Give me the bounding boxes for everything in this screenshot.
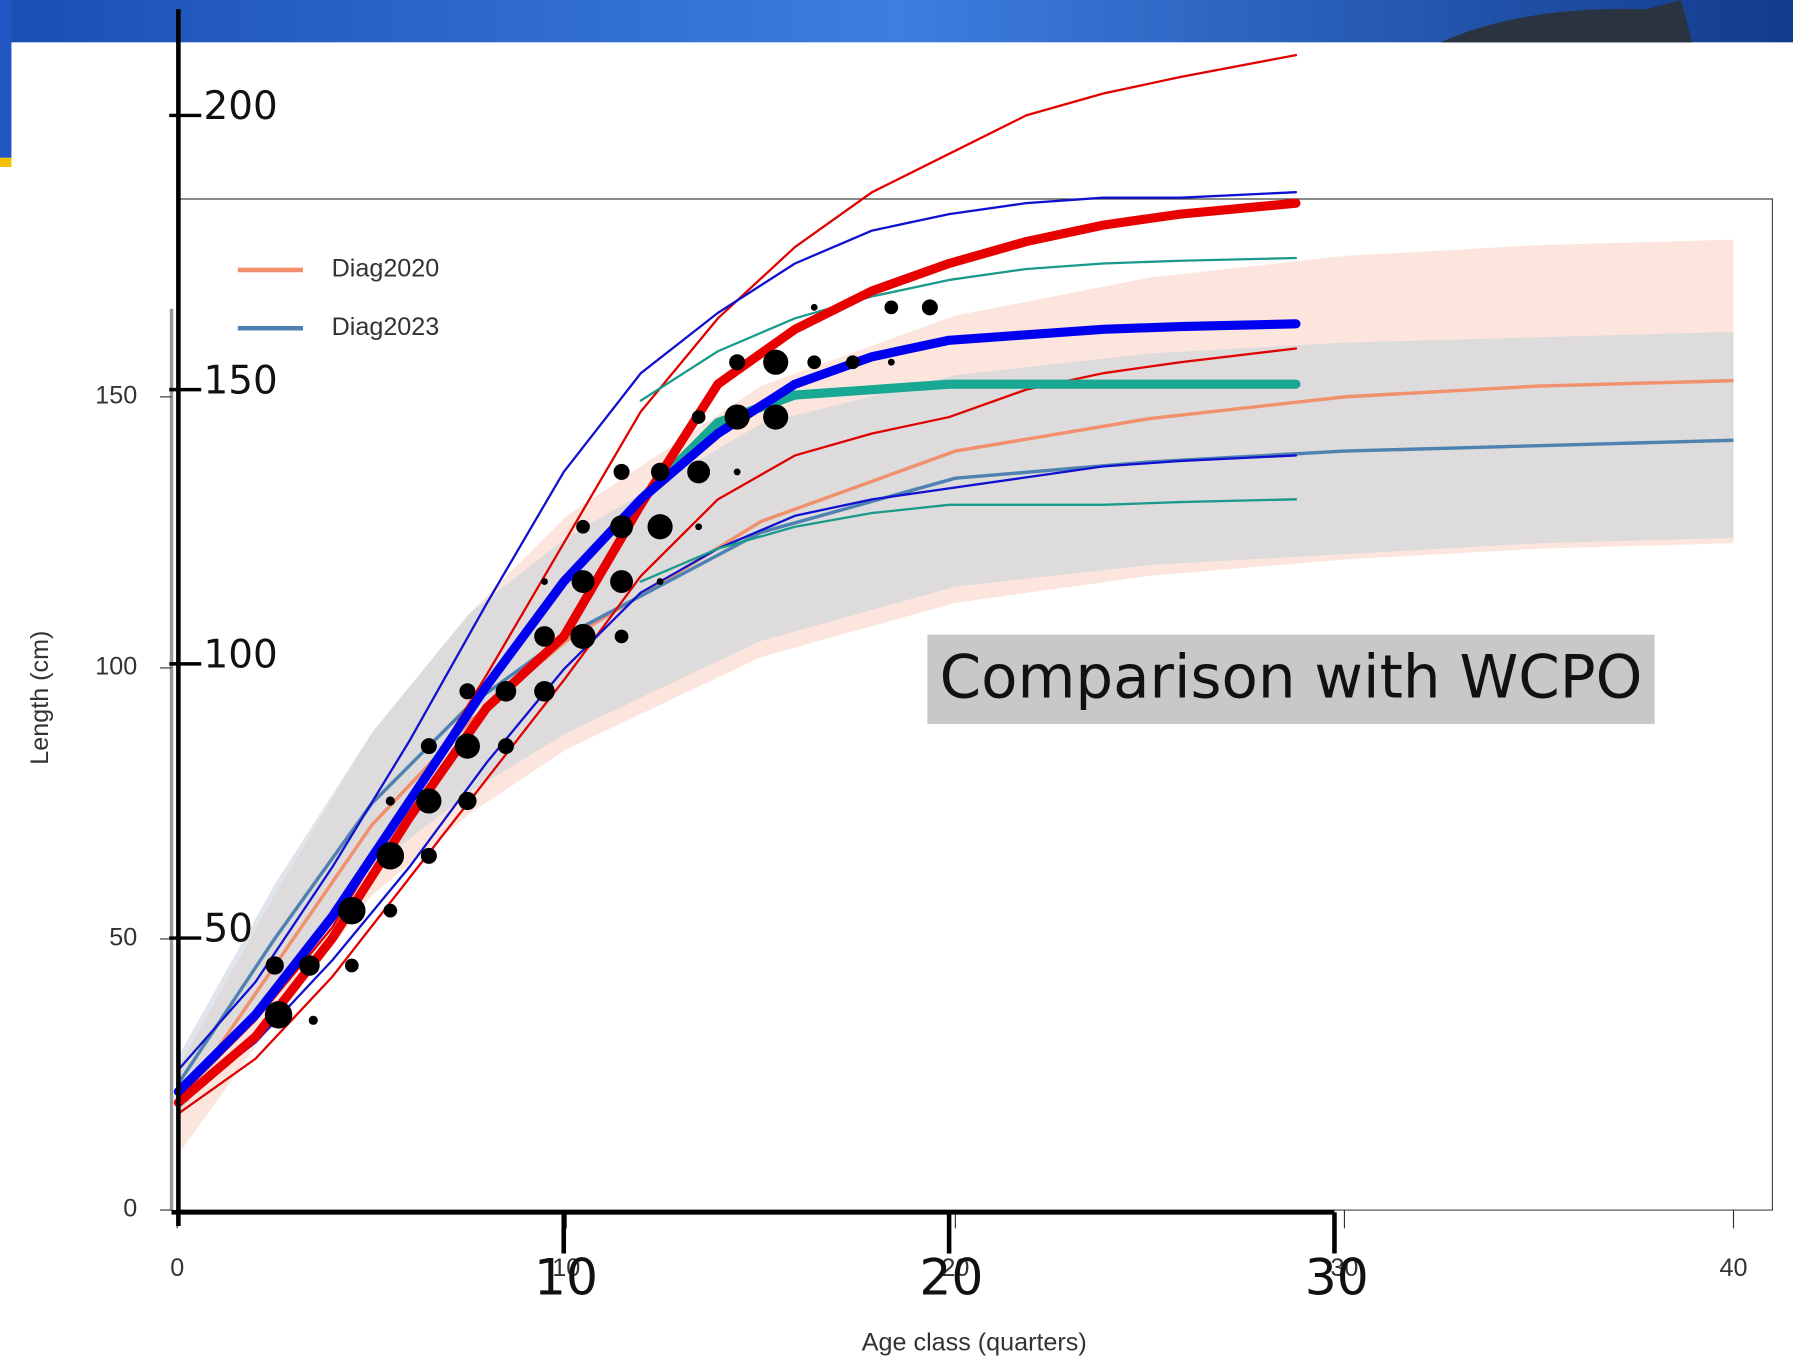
y-tick-label: 50	[109, 924, 137, 952]
x-tick-label: 10	[552, 1254, 580, 1282]
bubble	[687, 460, 711, 484]
bubble	[610, 515, 633, 539]
series-line	[175, 378, 1734, 1109]
bubble	[534, 626, 555, 647]
bubble	[763, 349, 789, 375]
bubble	[729, 354, 746, 371]
bubble	[458, 791, 477, 811]
bubble	[650, 462, 670, 482]
bubble	[338, 896, 366, 925]
bubble	[454, 733, 480, 759]
bubble	[264, 1001, 293, 1029]
bubble	[265, 956, 284, 975]
bubble	[845, 355, 860, 370]
bubble	[691, 410, 706, 424]
confidence-band	[177, 331, 1734, 1118]
y-axis-title: Length (cm)	[26, 631, 54, 765]
banner-accent	[0, 157, 12, 167]
y-tick-label: 200	[204, 84, 278, 129]
y-tick-label: 100	[204, 632, 278, 677]
bubble	[887, 358, 895, 366]
bubble	[383, 903, 398, 918]
bubble	[571, 570, 595, 594]
y-tick-label: 100	[95, 653, 137, 681]
x-tick-label: 30	[1305, 1247, 1369, 1306]
x-tick-label: 40	[1720, 1254, 1748, 1282]
banner-fish	[1440, 0, 1693, 43]
y-tick-label: 150	[204, 358, 278, 403]
bubble	[420, 847, 437, 864]
banner-side	[0, 0, 12, 158]
y-tick-label: 150	[95, 382, 137, 410]
bubble	[810, 303, 818, 311]
bubble	[576, 519, 590, 534]
annotation-box	[927, 634, 1655, 724]
series-line	[639, 256, 1298, 402]
bubble	[534, 680, 555, 702]
x-tick-label: 30	[1330, 1254, 1358, 1282]
series-line	[639, 498, 1298, 583]
bubble	[570, 623, 596, 650]
bubble	[733, 468, 741, 476]
bubble	[614, 629, 629, 644]
bubble	[541, 578, 548, 586]
x-tick-label: 0	[170, 1254, 184, 1282]
legend-label: Diag2023	[332, 313, 440, 341]
bubble	[495, 680, 517, 702]
legend-label: Diag2020	[332, 255, 440, 283]
series-line	[177, 347, 1298, 1115]
bubble	[385, 796, 395, 806]
series-line	[173, 319, 1301, 1097]
background-chart: 0 50 100 150 0 10 20 30 40 Diag2020 Diag2023	[95, 198, 1773, 1282]
bubble	[695, 523, 703, 531]
series-line	[177, 191, 1298, 1071]
series-line	[175, 438, 1734, 1087]
bubble	[763, 404, 789, 430]
y-tick-label: 0	[123, 1195, 137, 1223]
bubble	[497, 738, 514, 755]
bubble	[308, 1015, 318, 1025]
x-tick-label: 20	[919, 1247, 983, 1306]
bubble	[647, 514, 673, 540]
x-tick-label: 10	[534, 1247, 598, 1306]
bubble	[613, 463, 630, 480]
bubble	[921, 299, 938, 316]
x-axis-title: Age class (quarters)	[862, 1328, 1087, 1356]
y-tick-label: 50	[204, 907, 253, 952]
bubble	[610, 570, 633, 594]
bubble	[884, 300, 899, 315]
bubble	[344, 958, 359, 973]
bubble	[459, 683, 476, 700]
overlay-chart: 50 100 150 200 10 20 30 Comparison with WCPO	[169, 9, 1655, 1306]
bubble	[724, 404, 750, 430]
bubble	[299, 955, 320, 976]
bubble	[807, 355, 822, 370]
annotation: Comparison with WCPO	[940, 644, 1643, 713]
x-tick-label: 20	[941, 1254, 969, 1282]
bubble	[420, 738, 437, 755]
bubble	[376, 842, 405, 870]
bubble	[656, 578, 664, 586]
series-line	[173, 198, 1301, 1108]
bubble	[416, 788, 442, 814]
